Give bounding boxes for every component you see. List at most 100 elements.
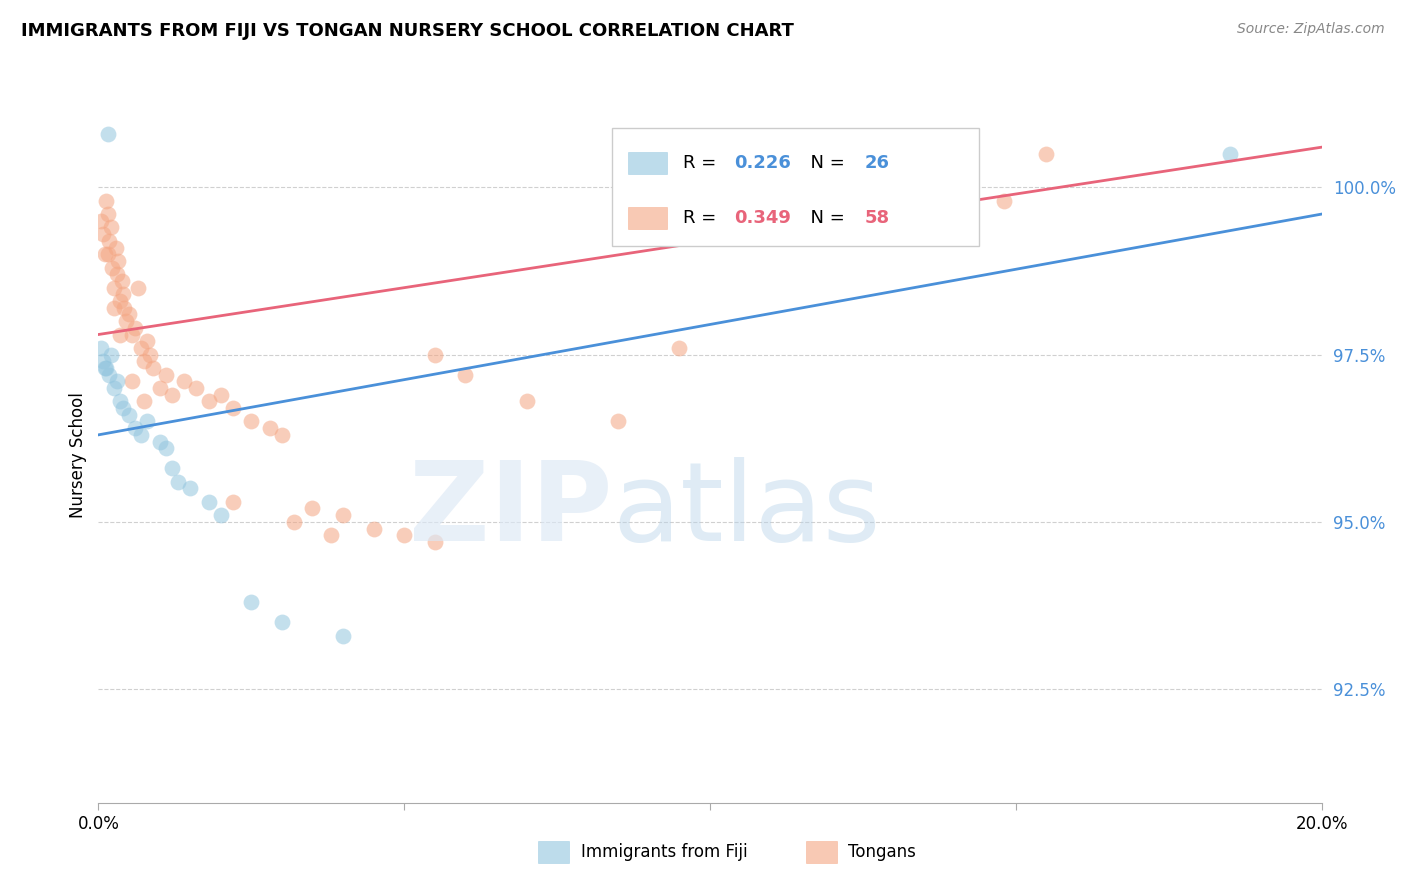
- Point: [111, 287, 134, 301]
- Point: [363, 522, 385, 536]
- Point: [129, 341, 152, 355]
- Point: [301, 501, 323, 516]
- Point: [423, 348, 446, 362]
- Point: [93, 247, 115, 261]
- Point: [90, 214, 112, 228]
- Point: [124, 421, 146, 435]
- Point: [332, 629, 354, 643]
- Point: [91, 354, 114, 368]
- Point: [423, 535, 446, 549]
- Point: [259, 421, 281, 435]
- Point: [668, 341, 690, 355]
- Point: [197, 495, 219, 509]
- Text: IMMIGRANTS FROM FIJI VS TONGAN NURSERY SCHOOL CORRELATION CHART: IMMIGRANTS FROM FIJI VS TONGAN NURSERY S…: [21, 22, 794, 40]
- Point: [112, 301, 135, 315]
- Point: [103, 281, 125, 295]
- Point: [136, 334, 159, 349]
- Point: [118, 408, 141, 422]
- Point: [179, 482, 201, 496]
- Text: N =: N =: [800, 153, 851, 171]
- Point: [209, 387, 232, 401]
- Point: [1035, 147, 1057, 161]
- Point: [124, 321, 146, 335]
- Point: [454, 368, 477, 382]
- Point: [97, 127, 120, 141]
- Point: [240, 595, 263, 609]
- Point: [94, 194, 117, 208]
- Point: [139, 348, 162, 362]
- Point: [149, 434, 172, 449]
- Point: [101, 260, 124, 275]
- Point: [98, 368, 121, 382]
- Point: [90, 341, 112, 355]
- Point: [993, 194, 1015, 208]
- Point: [270, 615, 294, 630]
- Point: [97, 247, 120, 261]
- Point: [104, 241, 127, 255]
- Point: [103, 301, 125, 315]
- Point: [240, 415, 263, 429]
- Point: [167, 475, 190, 489]
- Text: 26: 26: [865, 153, 889, 171]
- Point: [270, 428, 294, 442]
- Point: [121, 327, 143, 342]
- Point: [105, 268, 128, 282]
- Text: 58: 58: [865, 210, 889, 227]
- Point: [149, 381, 172, 395]
- Text: atlas: atlas: [612, 457, 880, 564]
- Point: [222, 401, 245, 416]
- Point: [94, 361, 117, 376]
- Point: [108, 294, 131, 309]
- Point: [134, 394, 156, 409]
- Point: [118, 308, 141, 322]
- Point: [121, 375, 143, 389]
- Point: [956, 161, 979, 175]
- Y-axis label: Nursery School: Nursery School: [69, 392, 87, 518]
- Point: [93, 361, 115, 376]
- Point: [1219, 147, 1241, 161]
- Point: [100, 220, 122, 235]
- Text: R =: R =: [683, 210, 723, 227]
- Point: [173, 375, 195, 389]
- Point: [100, 348, 122, 362]
- Point: [136, 415, 159, 429]
- Point: [160, 387, 183, 401]
- Point: [129, 428, 152, 442]
- Point: [160, 461, 183, 475]
- Point: [142, 361, 165, 376]
- Point: [197, 394, 219, 409]
- Text: 0.349: 0.349: [734, 210, 792, 227]
- Point: [283, 515, 305, 529]
- Point: [115, 314, 138, 328]
- Point: [97, 207, 120, 221]
- Point: [108, 327, 131, 342]
- Point: [155, 442, 177, 456]
- Point: [222, 495, 245, 509]
- Text: Immigrants from Fiji: Immigrants from Fiji: [581, 843, 748, 861]
- Point: [127, 281, 149, 295]
- Point: [516, 394, 538, 409]
- Point: [209, 508, 232, 523]
- Text: N =: N =: [800, 210, 851, 227]
- Point: [107, 253, 129, 268]
- Text: Tongans: Tongans: [848, 843, 915, 861]
- Text: R =: R =: [683, 153, 723, 171]
- Point: [103, 381, 125, 395]
- Point: [108, 394, 131, 409]
- Text: ZIP: ZIP: [409, 457, 612, 564]
- FancyBboxPatch shape: [628, 207, 668, 229]
- Point: [607, 415, 630, 429]
- Point: [155, 368, 177, 382]
- Point: [111, 401, 134, 416]
- Point: [392, 528, 416, 542]
- Point: [332, 508, 354, 523]
- Point: [111, 274, 134, 288]
- Point: [134, 354, 156, 368]
- Point: [186, 381, 208, 395]
- Text: 0.226: 0.226: [734, 153, 792, 171]
- FancyBboxPatch shape: [612, 128, 979, 246]
- FancyBboxPatch shape: [628, 152, 668, 174]
- Point: [105, 375, 128, 389]
- Point: [98, 234, 121, 248]
- Point: [91, 227, 114, 242]
